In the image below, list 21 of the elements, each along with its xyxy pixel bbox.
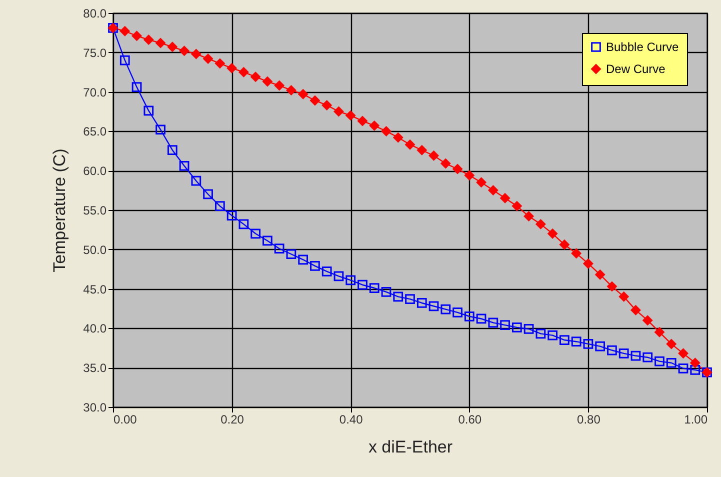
x-tick-label: 0.40 bbox=[339, 412, 364, 426]
y-tick-label: 50.0 bbox=[83, 242, 107, 257]
x-tick-label: 0.20 bbox=[220, 412, 244, 426]
legend-label: Bubble Curve bbox=[606, 40, 680, 54]
x-tick-label: 0.60 bbox=[458, 412, 482, 426]
y-tick-label: 75.0 bbox=[83, 46, 107, 60]
x-tick-label: 0.00 bbox=[114, 412, 138, 426]
y-tick-label: 35.0 bbox=[83, 361, 107, 376]
y-tick-label: 70.0 bbox=[83, 85, 107, 100]
x-tick-label: 1.00 bbox=[684, 412, 708, 426]
y-tick-label: 45.0 bbox=[83, 282, 107, 296]
y-axis-title: Temperature (C) bbox=[50, 148, 70, 272]
y-tick-label: 30.0 bbox=[83, 400, 107, 414]
y-tick-label: 80.0 bbox=[83, 6, 107, 20]
x-axis-title: x diE-Ether bbox=[368, 438, 453, 456]
y-tick-label: 60.0 bbox=[83, 164, 107, 178]
y-tick-label: 40.0 bbox=[83, 322, 107, 336]
y-tick-label: 55.0 bbox=[83, 204, 107, 218]
x-tick-label: 0.80 bbox=[577, 412, 601, 426]
legend-label: Dew Curve bbox=[606, 62, 666, 76]
y-tick-label: 65.0 bbox=[83, 124, 107, 139]
